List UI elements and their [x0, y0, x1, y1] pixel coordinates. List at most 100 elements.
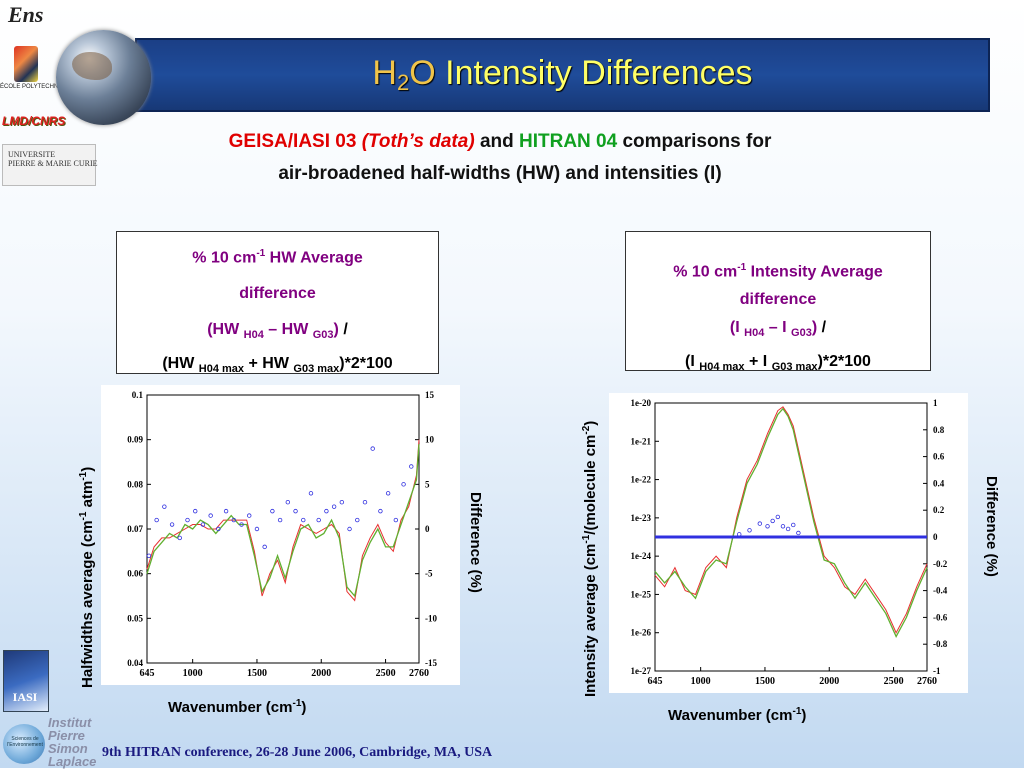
intensity-x-tick-label: 645: [648, 676, 663, 687]
ly-sup2: -1: [78, 471, 89, 481]
intensity-y-tick-label: 1e-27: [631, 666, 652, 676]
left-y2-axis-label: Difference (%): [467, 492, 484, 593]
lx-b: ): [301, 699, 307, 716]
halfwidth-y2-tick-label: -5: [425, 569, 433, 579]
halfwidth-x-tick-label: 645: [140, 668, 155, 679]
lx-a: Wavenumber (cm: [168, 699, 293, 716]
rx-sup: -1: [792, 706, 802, 717]
intensity-diff-point: [785, 526, 791, 532]
halfwidth-diff-point: [277, 517, 283, 523]
intensity-x-tick-label: 1500: [755, 676, 775, 687]
halfwidth-y2-tick-label: -15: [425, 658, 437, 668]
intensity-y-tick-label: 1e-24: [631, 551, 652, 561]
intensity-x-tick-label: 1000: [691, 676, 711, 687]
subtitle-line2: air-broadened half-widths (HW) and inten…: [278, 163, 722, 184]
ly-a: Halfwidths average (cm: [79, 520, 96, 688]
halfwidth-x-tick-label: 2000: [311, 668, 331, 679]
subtitle-toth: (Toth’s data): [361, 131, 475, 152]
hw-box-l4s2: G03 max: [293, 362, 340, 375]
subtitle-comparisons: comparisons for: [622, 131, 772, 152]
halfwidth-diff-point: [339, 499, 345, 505]
ly-b: atm: [79, 480, 96, 508]
i-box-l4s2: G03 max: [771, 360, 818, 373]
intensity-x-tick-label: 2500: [884, 676, 904, 687]
i-box-l3b: – I: [768, 319, 787, 337]
halfwidth-y-tick-label: 0.04: [127, 658, 143, 668]
halfwidth-series-geisa-line: [146, 444, 420, 598]
halfwidth-series-hitran-line: [146, 439, 420, 602]
halfwidth-diff-point: [247, 513, 252, 518]
intensity-y-tick-label: 1e-22: [631, 475, 652, 485]
page-title: H2O Intensity Differences: [135, 38, 990, 112]
intensity-diff-point: [737, 532, 742, 537]
halfwidth-diff-point: [154, 517, 159, 523]
ry-b: /(molecule cm: [582, 434, 599, 535]
subtitle-hitran: HITRAN 04: [519, 131, 618, 152]
hw-box-l4b: + HW: [248, 354, 289, 372]
halfwidth-y2-tick-label: 15: [425, 390, 435, 400]
i-box-l3s2: G03: [791, 327, 812, 340]
halfwidth-diff-point: [169, 522, 175, 527]
polytechnique-logo-icon: [14, 46, 38, 82]
hw-box-l3d: /: [343, 321, 348, 339]
halfwidth-diff-point: [370, 446, 375, 451]
i-box-l3s1: H04: [744, 327, 765, 340]
i-box-l4s1: H04 max: [699, 360, 745, 373]
upmc-logo-text: UNIVERSITE PIERRE & MARIE CURIE: [8, 150, 98, 168]
ry-sup2: -2: [581, 425, 592, 435]
halfwidth-chart-panel: 645 1000 1500 2000 2500 2760 0.04 0.05 0.06 0.07 0…: [101, 385, 460, 685]
i-box-line2: difference: [739, 291, 817, 309]
rx-a: Wavenumber (cm: [668, 707, 793, 724]
halfwidth-diff-point: [254, 526, 260, 532]
halfwidth-y2-tick-label: -10: [425, 613, 437, 623]
intensity-diff-point: [757, 521, 763, 526]
right-y-axis-label: Intensity average (cm-1/(molecule cm-2): [581, 421, 599, 697]
halfwidth-diff-point: [223, 508, 229, 514]
ry-c: ): [582, 420, 599, 426]
halfwidth-diff-point: [308, 491, 314, 496]
intensity-y2-tick-label: 0.4: [933, 478, 945, 488]
intensity-diff-point: [775, 514, 781, 520]
lmd-cnrs-logo: LMD/CNRS: [2, 114, 66, 128]
i-box-l3d: /: [821, 319, 827, 337]
title-h: H: [372, 54, 397, 92]
i-box-l3c: ): [811, 319, 818, 337]
halfwidth-diff-point: [162, 504, 167, 509]
intensity-x-tick-label: 2760: [917, 676, 937, 687]
intensity-diff-point: [780, 524, 786, 529]
intensity-y2-tick-label: -0.6: [933, 612, 948, 622]
intensity-y-tick-label: 1e-20: [631, 398, 652, 408]
intensity-formula-box: % 10 cm-1 Intensity Average difference (…: [625, 231, 931, 373]
intensity-series-geisa-line: [654, 407, 928, 639]
ly-c: ): [79, 466, 96, 472]
hw-box-l1sup: -1: [256, 248, 266, 259]
intensity-y2-tick-label: 1: [933, 398, 938, 408]
intensity-y2-tick-label: 0.8: [933, 425, 945, 435]
halfwidth-diff-point: [270, 508, 275, 514]
lx-sup: -1: [292, 698, 302, 709]
i-box-l1sup: -1: [737, 262, 747, 273]
hw-box-l3a: (HW: [207, 321, 240, 339]
halfwidth-diff-point: [409, 464, 414, 469]
halfwidth-y2-tick-label: 0: [425, 524, 430, 534]
i-box-l4b: + I: [749, 352, 768, 370]
halfwidth-x-tick-label: 1000: [183, 668, 203, 679]
intensity-y2-tick-label: 0: [933, 532, 938, 542]
title-rest: Intensity Differences: [445, 54, 753, 92]
title-subscript: 2: [396, 70, 410, 95]
upmc-line2: PIERRE & MARIE CURIE: [8, 159, 98, 168]
title-o: O: [409, 54, 436, 92]
hw-box-line4: (HW H04 max + HW G03 max)*2*100: [117, 346, 438, 387]
title-chem: H2O: [372, 54, 436, 95]
ry-a: Intensity average (cm: [582, 543, 599, 697]
subtitle-geisa: GEISA/IASI 03: [228, 131, 357, 152]
intensity-y-tick-label: 1e-25: [631, 589, 652, 599]
intensity-y-tick-label: 1e-21: [631, 436, 652, 446]
halfwidth-y-tick-label: 0.05: [127, 613, 143, 623]
ipsl-line3: Simon: [48, 741, 88, 756]
ipsl-line2: Pierre: [48, 728, 85, 743]
upmc-logo: [2, 144, 96, 186]
ipsl-logo-text: Institut Pierre Simon Laplace: [48, 716, 96, 768]
subtitle: GEISA/IASI 03 (Toth’s data) and HITRAN 0…: [100, 126, 900, 190]
halfwidth-diff-point: [301, 517, 306, 523]
